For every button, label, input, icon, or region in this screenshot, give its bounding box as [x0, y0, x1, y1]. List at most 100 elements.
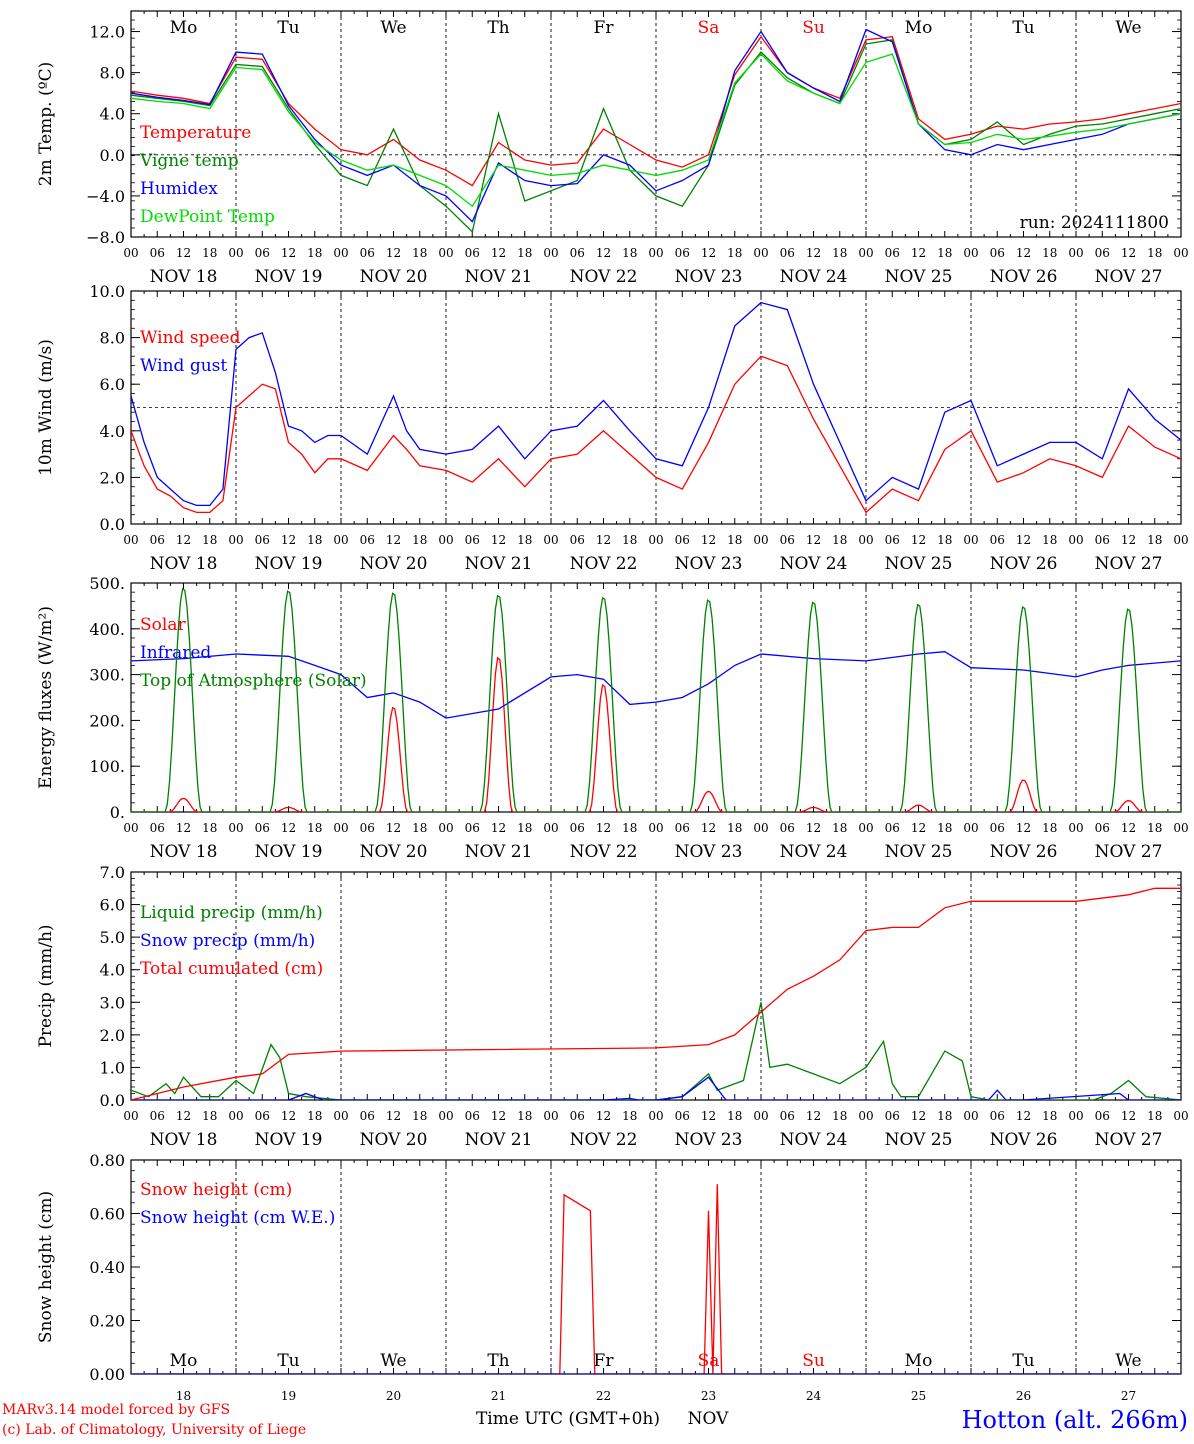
- hour-tick-label: 06: [465, 1109, 480, 1123]
- date-number-label: 22: [596, 1389, 611, 1403]
- x-axis-label: Time UTC (GMT+0h): [476, 1409, 660, 1429]
- series-line-snow-height-cm: [131, 1184, 1181, 1374]
- hour-tick-label: 18: [202, 1109, 217, 1123]
- y-tick-label: 5.0: [100, 928, 125, 947]
- hour-tick-label: 06: [990, 246, 1005, 260]
- hour-tick-label: 12: [386, 533, 401, 547]
- legend-entry: Humidex: [140, 179, 218, 199]
- hour-tick-label: 18: [727, 821, 742, 835]
- date-label: NOV 22: [570, 1130, 638, 1150]
- y-axis-label: Precip (mm/h): [36, 924, 56, 1047]
- hour-tick-label: 06: [885, 246, 900, 260]
- weekday-label: Fr: [594, 18, 615, 38]
- y-tick-label: 10.0: [89, 282, 125, 301]
- hour-tick-label: 12: [701, 246, 716, 260]
- date-label: NOV 24: [780, 554, 848, 574]
- date-number-label: 23: [701, 1389, 716, 1403]
- hour-tick-label: 12: [176, 821, 191, 835]
- hour-tick-label: 18: [517, 533, 532, 547]
- hour-tick-label: 06: [360, 821, 375, 835]
- weekday-label: Mo: [170, 18, 198, 38]
- hour-tick-label: 18: [622, 246, 637, 260]
- hour-tick-label: 06: [1095, 821, 1110, 835]
- y-tick-label: −8.0: [86, 228, 125, 247]
- hour-tick-label: 06: [990, 1109, 1005, 1123]
- hour-tick-label: 18: [412, 821, 427, 835]
- hour-tick-label: 00: [228, 1109, 243, 1123]
- hour-tick-label: 12: [701, 533, 716, 547]
- series-line-infrared: [131, 651, 1181, 719]
- hour-tick-label: 12: [491, 821, 506, 835]
- weekday-label: Th: [487, 18, 509, 38]
- hour-tick-label: 00: [123, 246, 138, 260]
- series-line-wind-gust: [131, 301, 1181, 507]
- y-tick-label: 200.: [89, 711, 125, 730]
- panel-2: 10.0 8.0 6.0 4.0 2.0 0.0 10m Wind (m/s) 00 06 12 1…: [36, 282, 1189, 574]
- series-line-humidex: [131, 28, 1181, 223]
- hour-tick-label: 18: [517, 821, 532, 835]
- y-axis-label: Energy fluxes (W/m²): [36, 606, 56, 789]
- lab-credit: (c) Lab. of Climatology, University of L…: [2, 1422, 306, 1438]
- hour-tick-label: 06: [675, 1109, 690, 1123]
- hour-tick-label: 18: [937, 821, 952, 835]
- hour-tick-label: 18: [1042, 821, 1057, 835]
- date-label: NOV 19: [255, 1130, 323, 1150]
- date-label: NOV 21: [465, 267, 533, 287]
- hour-tick-label: 06: [885, 1109, 900, 1123]
- y-tick-label: 0.0: [100, 1091, 125, 1110]
- hour-tick-label: 00: [543, 533, 558, 547]
- hour-tick-label: 00: [123, 533, 138, 547]
- run-annotation: run: 2024111800: [1020, 213, 1169, 233]
- hour-tick-label: 00: [1068, 246, 1083, 260]
- date-label: NOV 27: [1095, 842, 1163, 862]
- date-number-label: 27: [1121, 1389, 1136, 1403]
- hour-tick-label: 18: [622, 1109, 637, 1123]
- hour-tick-label: 12: [701, 1109, 716, 1123]
- hour-tick-label: 12: [596, 821, 611, 835]
- y-tick-label: 4.0: [100, 422, 125, 441]
- hour-tick-label: 12: [386, 1109, 401, 1123]
- hour-tick-label: 18: [1147, 1109, 1162, 1123]
- hour-tick-label: 18: [307, 533, 322, 547]
- hour-tick-label: 00: [543, 1109, 558, 1123]
- hour-tick-label: 18: [937, 246, 952, 260]
- hour-tick-label: 00: [123, 821, 138, 835]
- hour-tick-label: 06: [255, 246, 270, 260]
- weekday-label: Su: [802, 1351, 825, 1371]
- y-tick-label: 7.0: [100, 863, 125, 882]
- panel-1: 12.0 8.0 4.0 0.0 −4.0 −8.0 2m Temp. (ºC) 00 06 12…: [36, 10, 1189, 287]
- y-tick-label: 0.0: [100, 146, 125, 165]
- series-line-temperature: [131, 35, 1181, 187]
- y-tick-label: 0.20: [89, 1312, 125, 1331]
- date-label: NOV 18: [150, 1130, 218, 1150]
- legend-entry: Snow precip (mm/h): [140, 931, 315, 951]
- hour-tick-label: 18: [412, 246, 427, 260]
- hour-tick-label: 12: [1016, 246, 1031, 260]
- legend-entry: DewPoint Temp: [140, 207, 275, 227]
- hour-tick-label: 12: [596, 246, 611, 260]
- date-label: NOV 18: [150, 842, 218, 862]
- hour-tick-label: 12: [596, 533, 611, 547]
- hour-tick-label: 06: [675, 246, 690, 260]
- hour-tick-label: 00: [648, 246, 663, 260]
- hour-tick-label: 06: [1095, 246, 1110, 260]
- hour-tick-label: 12: [1121, 533, 1136, 547]
- model-credit: MARv3.14 model forced by GFS: [2, 1402, 230, 1418]
- hour-tick-label: 18: [307, 821, 322, 835]
- y-tick-label: 2.0: [100, 1026, 125, 1045]
- y-tick-label: 0.80: [89, 1151, 125, 1170]
- weekday-label: Mo: [905, 1351, 933, 1371]
- date-label: NOV 20: [360, 842, 428, 862]
- hour-tick-label: 06: [360, 533, 375, 547]
- y-tick-label: 6.0: [100, 375, 125, 394]
- hour-tick-label: 06: [675, 821, 690, 835]
- series-line-total-cumulated-cm: [131, 887, 1181, 1100]
- y-tick-label: −4.0: [86, 187, 125, 206]
- hour-tick-label: 00: [648, 533, 663, 547]
- hour-tick-label: 00: [753, 821, 768, 835]
- hour-tick-label: 18: [727, 533, 742, 547]
- weekday-label: Tu: [277, 1351, 299, 1371]
- hour-tick-label: 06: [150, 533, 165, 547]
- hour-tick-label: 12: [701, 821, 716, 835]
